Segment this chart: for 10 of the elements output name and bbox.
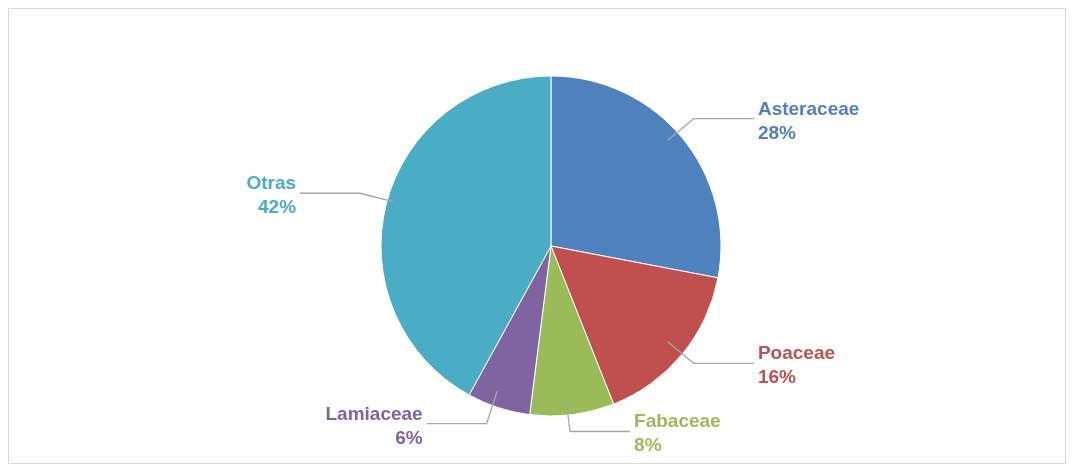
slice-label: Lamiaceae	[325, 402, 423, 424]
data-label: 8%	[634, 434, 662, 456]
slice-label: Otras	[246, 172, 297, 194]
slice-label: Fabaceae	[634, 410, 721, 432]
data-label: 28%	[757, 121, 797, 143]
data-label: 6%	[395, 426, 423, 448]
slice-label: Poaceae	[757, 342, 836, 364]
slice-label: Asteraceae	[757, 97, 860, 119]
data-label: 16%	[757, 366, 797, 388]
data-label: 42%	[258, 196, 297, 218]
